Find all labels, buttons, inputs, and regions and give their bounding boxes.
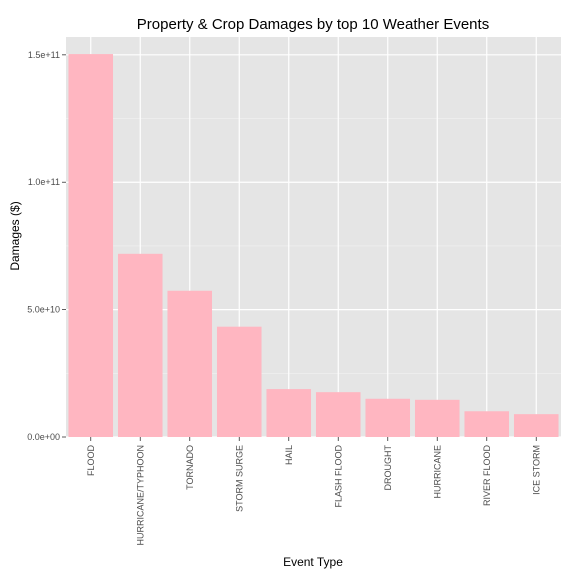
bar-flash-flood bbox=[316, 392, 361, 437]
x-tick-label: FLASH FLOOD bbox=[333, 445, 343, 508]
y-axis-title: Damages ($) bbox=[8, 201, 22, 270]
y-tick-label: 0.0e+00 bbox=[27, 432, 60, 442]
y-tick-label: 1.5e+11 bbox=[28, 50, 60, 60]
bar-storm-surge bbox=[217, 327, 262, 437]
bar-drought bbox=[365, 399, 410, 437]
bar-hurricane bbox=[415, 400, 460, 437]
bar-flood bbox=[68, 54, 113, 437]
y-axis: 0.0e+00 5.0e+10 1.0e+11 1.5e+11 bbox=[27, 50, 66, 442]
x-tick-label: ICE STORM bbox=[531, 445, 541, 495]
x-tick-label: HAIL bbox=[284, 445, 294, 465]
x-tick-label: STORM SURGE bbox=[234, 445, 244, 512]
bar-hail bbox=[266, 389, 311, 437]
y-tick-label: 1.0e+11 bbox=[28, 177, 60, 187]
bar-ice-storm bbox=[514, 414, 559, 437]
bar-tornado bbox=[167, 291, 212, 437]
x-tick-label: TORNADO bbox=[185, 445, 195, 490]
x-axis: FLOOD HURRICANE/TYPHOON TORNADO STORM SURGE… bbox=[86, 437, 542, 546]
x-tick-label: FLOOD bbox=[86, 445, 96, 477]
bar-river-flood bbox=[464, 411, 509, 437]
bar-hurricane-typhoon bbox=[118, 254, 163, 437]
x-tick-label: HURRICANE/TYPHOON bbox=[135, 445, 145, 546]
x-axis-title: Event Type bbox=[283, 555, 343, 569]
x-tick-label: HURRICANE bbox=[432, 445, 442, 499]
x-tick-label: RIVER FLOOD bbox=[482, 445, 492, 507]
x-tick-label: DROUGHT bbox=[383, 445, 393, 491]
y-tick-label: 5.0e+10 bbox=[27, 305, 60, 315]
chart-title: Property & Crop Damages by top 10 Weathe… bbox=[137, 16, 489, 33]
